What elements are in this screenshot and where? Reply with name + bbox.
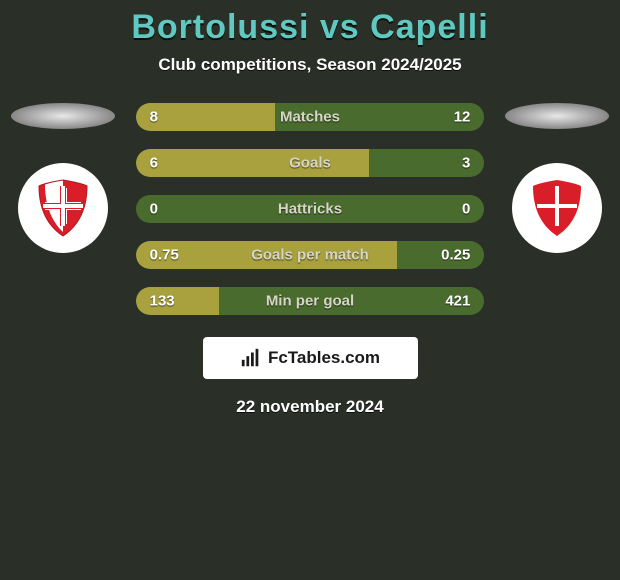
stat-label: Matches bbox=[280, 109, 340, 126]
left-player-column bbox=[8, 103, 118, 253]
stat-right-value: 421 bbox=[445, 293, 470, 310]
left-club-badge bbox=[18, 163, 108, 253]
comparison-row: 8 Matches 12 6 Goals 3 0 Hattricks 0 0.75 Goals pe… bbox=[0, 103, 620, 315]
right-club-badge bbox=[512, 163, 602, 253]
stat-bar: 0 Hattricks 0 bbox=[136, 195, 485, 223]
stat-right-value: 0 bbox=[462, 201, 470, 218]
stat-bar: 0.75 Goals per match 0.25 bbox=[136, 241, 485, 269]
right-player-silhouette bbox=[505, 103, 609, 129]
bar-chart-icon bbox=[240, 347, 262, 369]
stat-left-value: 6 bbox=[150, 155, 158, 172]
stat-bar: 6 Goals 3 bbox=[136, 149, 485, 177]
stat-label: Min per goal bbox=[266, 293, 354, 310]
stat-label: Hattricks bbox=[278, 201, 342, 218]
shield-icon bbox=[525, 176, 589, 240]
stat-right-value: 12 bbox=[454, 109, 471, 126]
stat-left-value: 8 bbox=[150, 109, 158, 126]
subtitle: Club competitions, Season 2024/2025 bbox=[0, 55, 620, 75]
bar-fill bbox=[136, 287, 220, 315]
right-player-column bbox=[502, 103, 612, 253]
stat-bars: 8 Matches 12 6 Goals 3 0 Hattricks 0 0.75 Goals pe… bbox=[136, 103, 485, 315]
stat-right-value: 3 bbox=[462, 155, 470, 172]
stat-bar: 133 Min per goal 421 bbox=[136, 287, 485, 315]
stat-left-value: 0 bbox=[150, 201, 158, 218]
shield-icon bbox=[31, 176, 95, 240]
stat-left-value: 0.75 bbox=[150, 247, 179, 264]
page-title: Bortolussi vs Capelli bbox=[0, 8, 620, 47]
bar-fill bbox=[136, 149, 370, 177]
brand-badge: FcTables.com bbox=[203, 337, 418, 379]
stat-right-value: 0.25 bbox=[441, 247, 470, 264]
left-player-silhouette bbox=[11, 103, 115, 129]
stat-label: Goals bbox=[289, 155, 331, 172]
stat-bar: 8 Matches 12 bbox=[136, 103, 485, 131]
brand-text: FcTables.com bbox=[268, 348, 380, 368]
stat-left-value: 133 bbox=[150, 293, 175, 310]
stat-label: Goals per match bbox=[251, 247, 369, 264]
date-text: 22 november 2024 bbox=[0, 397, 620, 417]
